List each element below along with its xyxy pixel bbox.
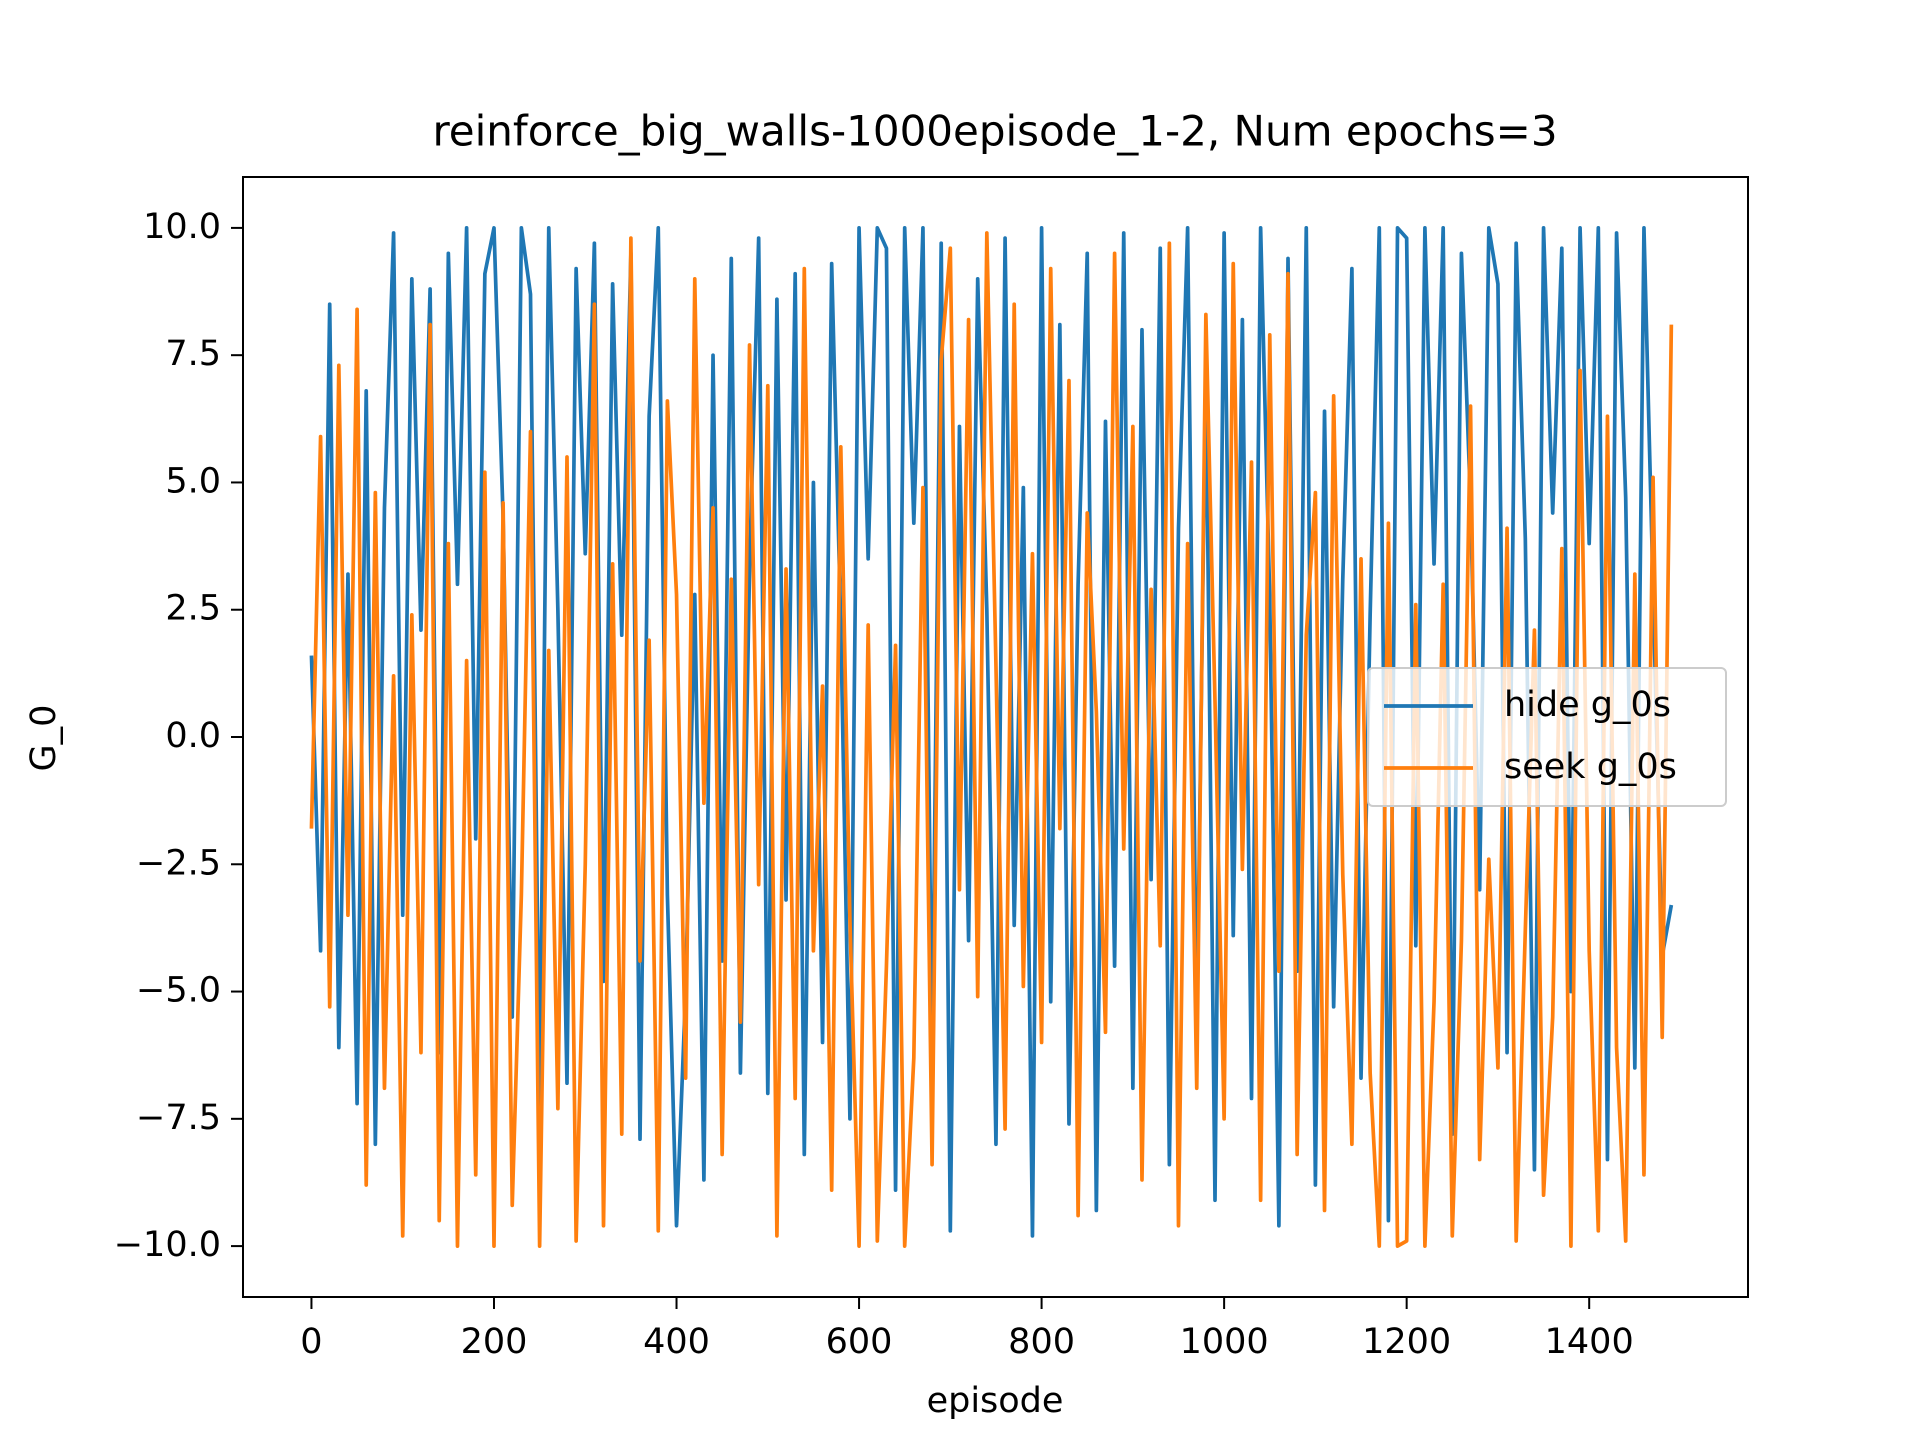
legend-box [1367, 667, 1727, 807]
x-tick-label: 1400 [1545, 1322, 1634, 1362]
x-axis-label: episode [927, 1381, 1064, 1421]
y-tick-label: 0.0 [165, 716, 221, 756]
x-tick-label: 600 [826, 1322, 893, 1362]
y-tick-label: −2.5 [136, 843, 221, 883]
chart-title: reinforce_big_walls-1000episode_1-2, Num… [432, 107, 1557, 156]
x-tick-label: 1000 [1180, 1322, 1269, 1362]
y-tick-label: 7.5 [165, 334, 221, 374]
plot-frame [242, 176, 1749, 1298]
y-tick-label: −5.0 [136, 971, 221, 1011]
y-tick-label: −10.0 [114, 1225, 221, 1265]
x-tick-label: 1200 [1362, 1322, 1451, 1362]
y-tick-label: 2.5 [165, 589, 221, 629]
x-tick-label: 400 [643, 1322, 710, 1362]
x-tick-label: 0 [300, 1322, 322, 1362]
legend-label: seek g_0s [1504, 747, 1677, 787]
y-axis-label: G_0 [24, 705, 64, 772]
x-tick-label: 800 [1008, 1322, 1075, 1362]
y-tick-label: 10.0 [143, 207, 221, 247]
y-tick-label: 5.0 [165, 461, 221, 501]
x-tick-label: 200 [461, 1322, 528, 1362]
legend-label: hide g_0s [1504, 685, 1671, 725]
y-tick-label: −7.5 [136, 1098, 221, 1138]
